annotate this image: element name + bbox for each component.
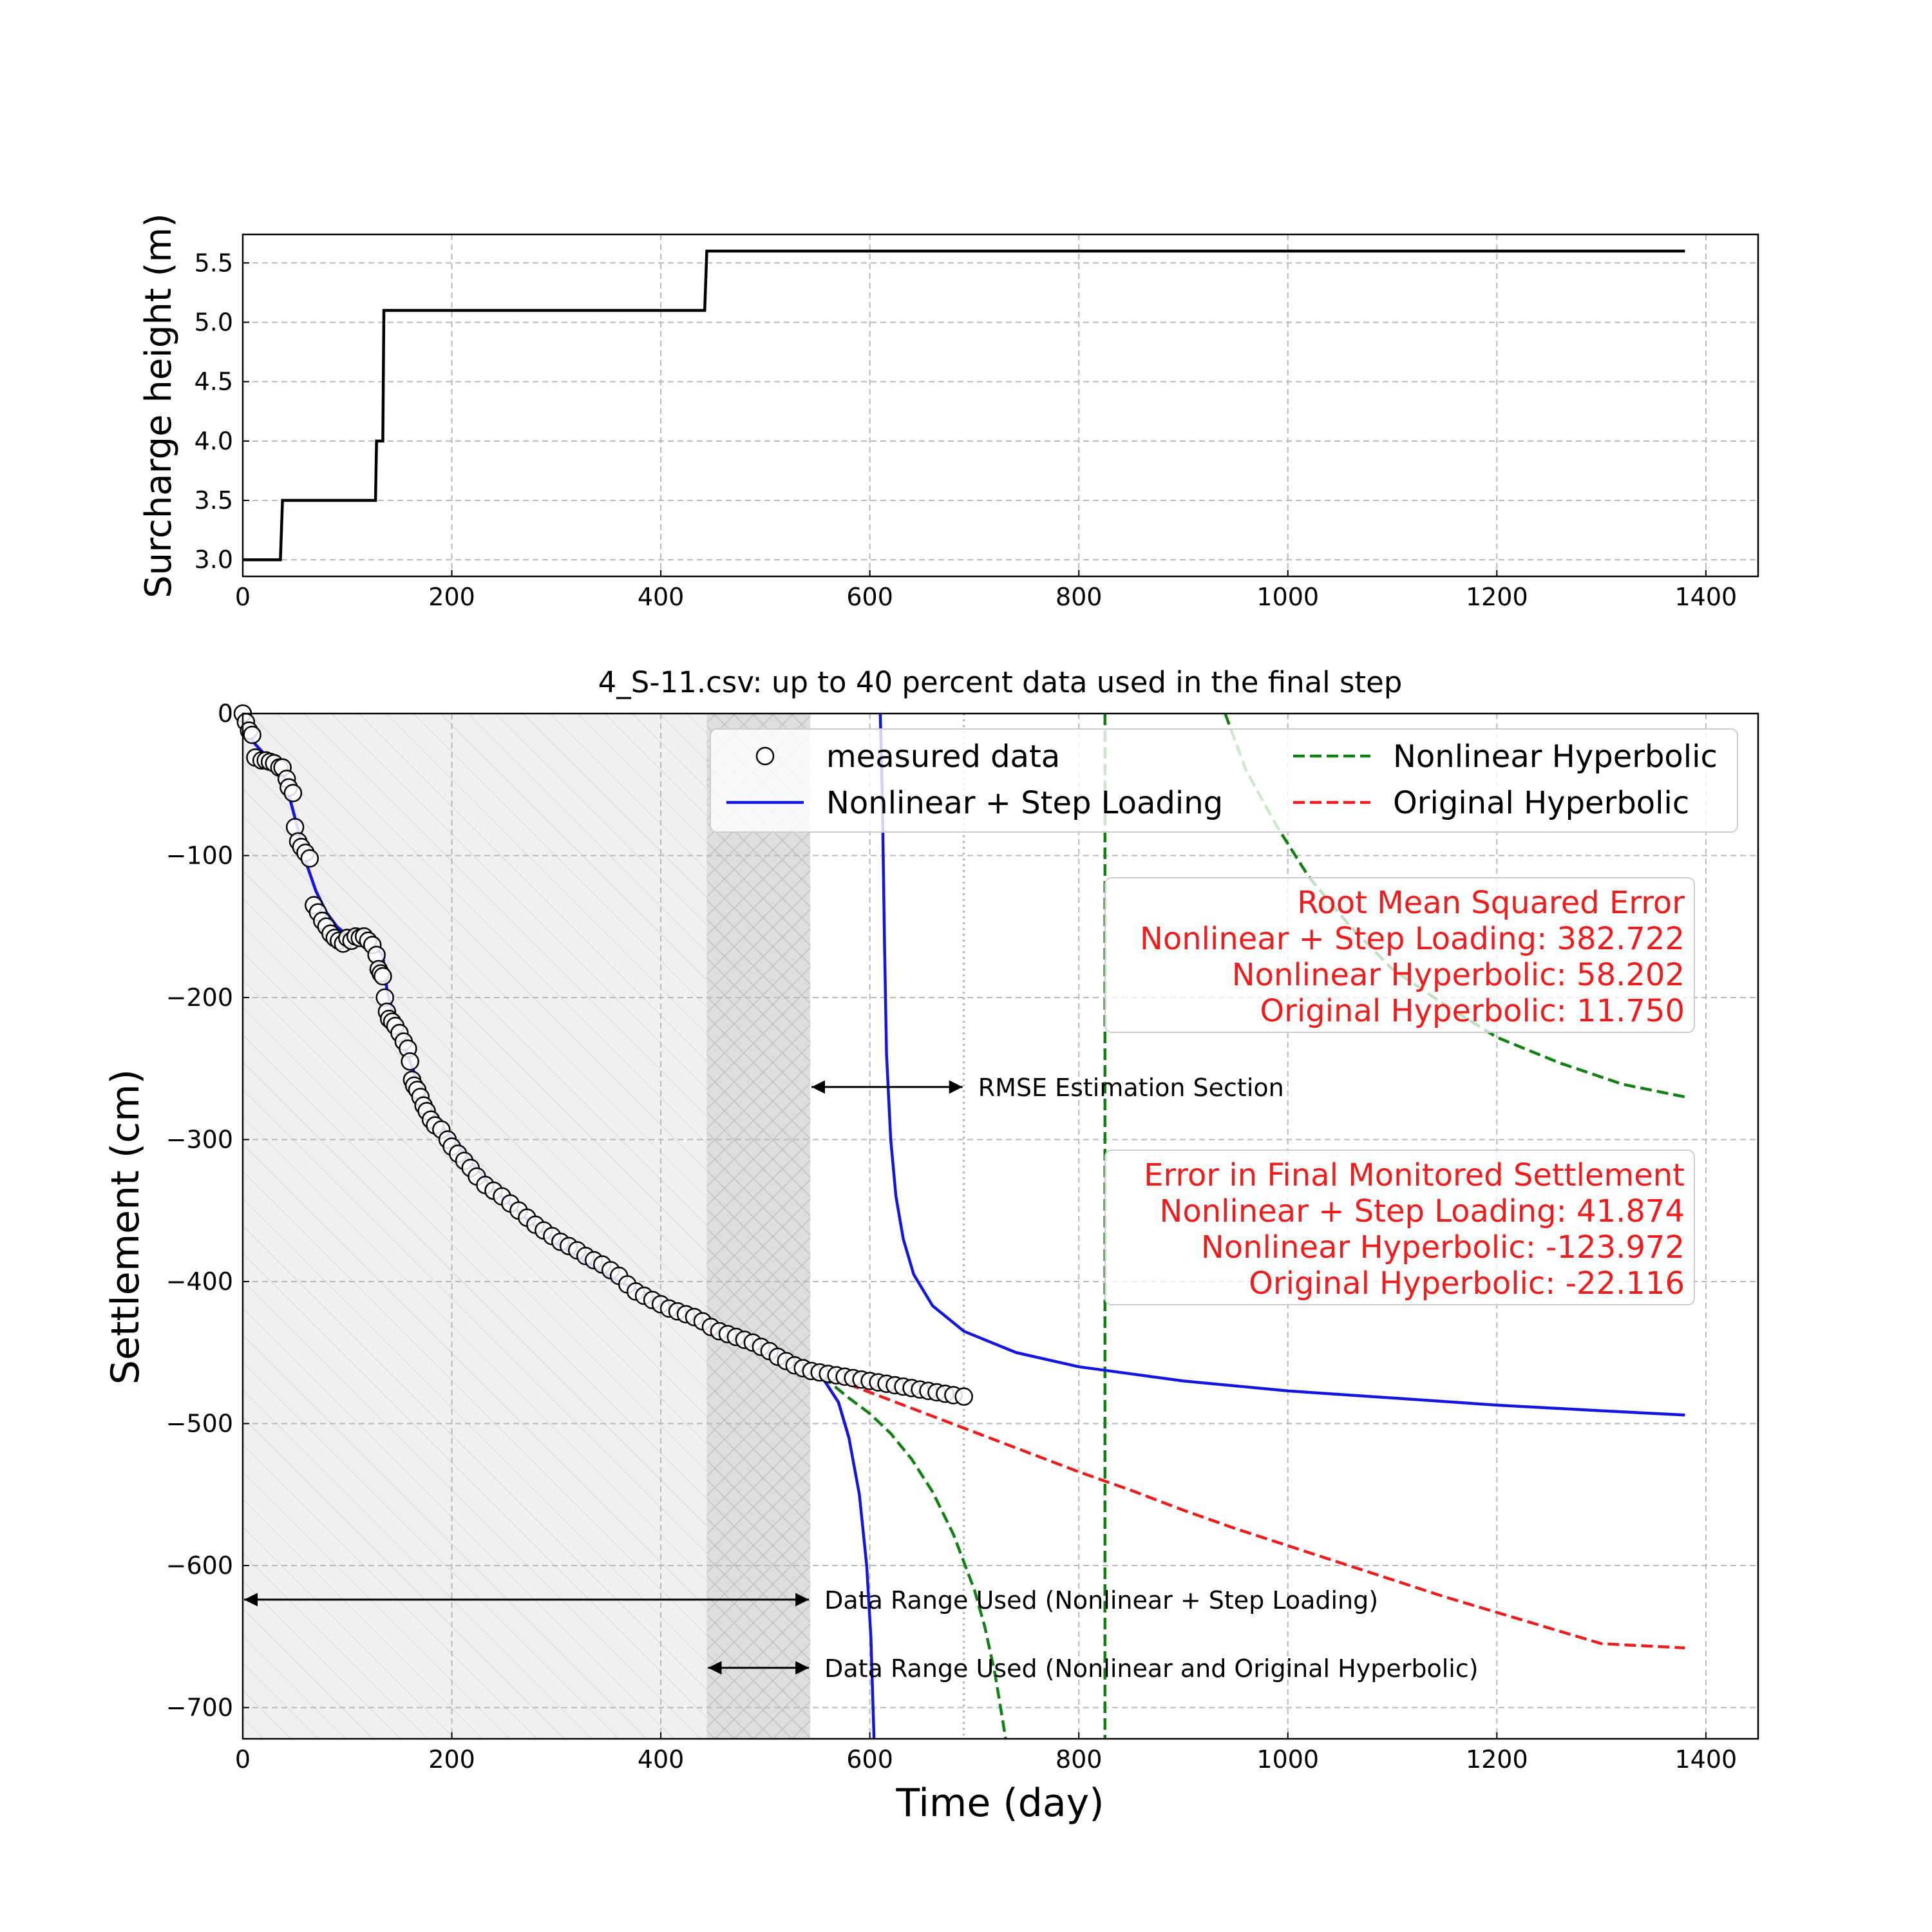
top-xtick-label: 600 xyxy=(846,583,893,611)
bottom-xtick-label: 0 xyxy=(235,1745,251,1774)
top-grid xyxy=(242,234,1758,576)
bottom-ytick-label: −500 xyxy=(166,1409,233,1437)
top-ytick-label: 4.5 xyxy=(194,368,233,396)
nonlinear-step-loading-line xyxy=(878,714,1685,1417)
error-box-line: Error in Final Monitored Settlement xyxy=(1144,1157,1685,1193)
range-annotations: RMSE Estimation Section Data Range Used (… xyxy=(244,1074,1479,1683)
error-box-frame xyxy=(1104,877,1695,1033)
top-ytick-label: 4.0 xyxy=(194,427,233,455)
top-xtick-label: 800 xyxy=(1056,583,1103,611)
measured-point xyxy=(300,849,319,868)
annotation-label: Data Range Used (Nonlinear + Step Loadin… xyxy=(824,1586,1378,1615)
top-ytick-label: 3.5 xyxy=(194,486,233,515)
bottom-xtick-label: 200 xyxy=(428,1745,475,1774)
measured-data-points xyxy=(233,704,973,1406)
top-axes-frame xyxy=(242,233,1759,578)
bottom-xtick-label: 600 xyxy=(846,1745,893,1774)
legend-frame xyxy=(710,728,1738,833)
measured-point xyxy=(283,784,303,802)
bottom-xtick-label: 1000 xyxy=(1256,1745,1319,1774)
surcharge-line xyxy=(243,249,1685,562)
error-box-line: Nonlinear + Step Loading: 41.874 xyxy=(1159,1193,1685,1229)
bottom-ytick-label: −700 xyxy=(166,1693,233,1721)
measured-point xyxy=(401,1052,419,1071)
bottom-xtick-label: 400 xyxy=(638,1745,685,1774)
annotation-label: RMSE Estimation Section xyxy=(978,1074,1284,1102)
top-ytick-label: 3.0 xyxy=(194,545,233,574)
error-box-frame xyxy=(1104,1150,1695,1305)
measured-point xyxy=(374,967,392,986)
top-xtick-label: 1200 xyxy=(1466,583,1528,611)
settlement-chart: 4_S-11.csv: up to 40 percent data used i… xyxy=(103,665,1759,1826)
vertical-reference-lines xyxy=(963,714,1107,1739)
bottom-ytick-label: −200 xyxy=(166,983,233,1012)
top-xtick-label: 0 xyxy=(235,583,251,611)
top-series xyxy=(243,249,1685,562)
top-ytick-label: 5.5 xyxy=(194,249,233,277)
top-xtick-label: 200 xyxy=(428,583,475,611)
bottom-xtick-label: 800 xyxy=(1056,1745,1103,1774)
x-axis-label: Time (day) xyxy=(895,1781,1104,1826)
top-xtick-label: 1000 xyxy=(1256,583,1319,611)
hatch-hyperbolic xyxy=(706,714,811,1739)
y-axis-label: Settlement (cm) xyxy=(103,1069,148,1385)
legend-marker xyxy=(755,746,775,766)
bottom-xtick-label: 1400 xyxy=(1675,1745,1738,1774)
bottom-ytick-label: 0 xyxy=(218,699,233,728)
error-box-line: Nonlinear Hyperbolic: -123.972 xyxy=(1201,1229,1685,1265)
error-box-line: Nonlinear Hyperbolic: 58.202 xyxy=(1232,957,1685,993)
legend-label: Nonlinear Hyperbolic xyxy=(1393,739,1718,775)
measured-point xyxy=(954,1387,973,1406)
top-xtick-label: 1400 xyxy=(1675,583,1738,611)
data-range-shading xyxy=(243,714,811,1739)
bottom-xtick-label: 1200 xyxy=(1466,1745,1528,1774)
legend-label: Nonlinear + Step Loading xyxy=(826,785,1223,821)
top-xtick-label: 400 xyxy=(638,583,685,611)
bottom-axes-frame xyxy=(242,712,1759,1740)
annotation-label: Data Range Used (Nonlinear and Original … xyxy=(824,1654,1478,1683)
measured-point xyxy=(243,725,261,744)
top-ticks: 0 200 400 600 800 1000 1200 1400 3.0 3.5 4.0 4.5 5.0… xyxy=(194,249,1738,611)
legend-label: Original Hyperbolic xyxy=(1393,785,1689,821)
error-box-line: Nonlinear + Step Loading: 382.722 xyxy=(1140,921,1685,957)
bottom-ytick-label: −400 xyxy=(166,1267,233,1296)
bottom-ytick-label: −100 xyxy=(166,841,233,869)
surcharge-chart: 0 200 400 600 800 1000 1200 1400 3.0 3.5 4.0 4.5 5.0… xyxy=(138,213,1759,611)
legend: measured data Nonlinear + Step Loading Non… xyxy=(710,728,1738,833)
top-y-axis-label: Surcharge height (m) xyxy=(138,213,180,598)
bottom-ytick-label: −600 xyxy=(166,1551,233,1580)
bottom-grid xyxy=(242,713,1758,1739)
error-box-line: Root Mean Squared Error xyxy=(1297,885,1685,921)
bottom-ytick-label: −300 xyxy=(166,1125,233,1153)
top-ytick-label: 5.0 xyxy=(194,308,233,336)
nonlinear-hyperbolic-line xyxy=(806,1367,1007,1739)
chart-title: 4_S-11.csv: up to 40 percent data used i… xyxy=(598,665,1403,699)
bottom-ticks: 0 200 400 600 800 1000 1200 1400 0 −100 −200 −300 −4… xyxy=(166,699,1738,1774)
error-box-line: Original Hyperbolic: -22.116 xyxy=(1249,1265,1685,1302)
error-box-line: Original Hyperbolic: 11.750 xyxy=(1260,993,1685,1029)
legend-label: measured data xyxy=(826,739,1060,775)
